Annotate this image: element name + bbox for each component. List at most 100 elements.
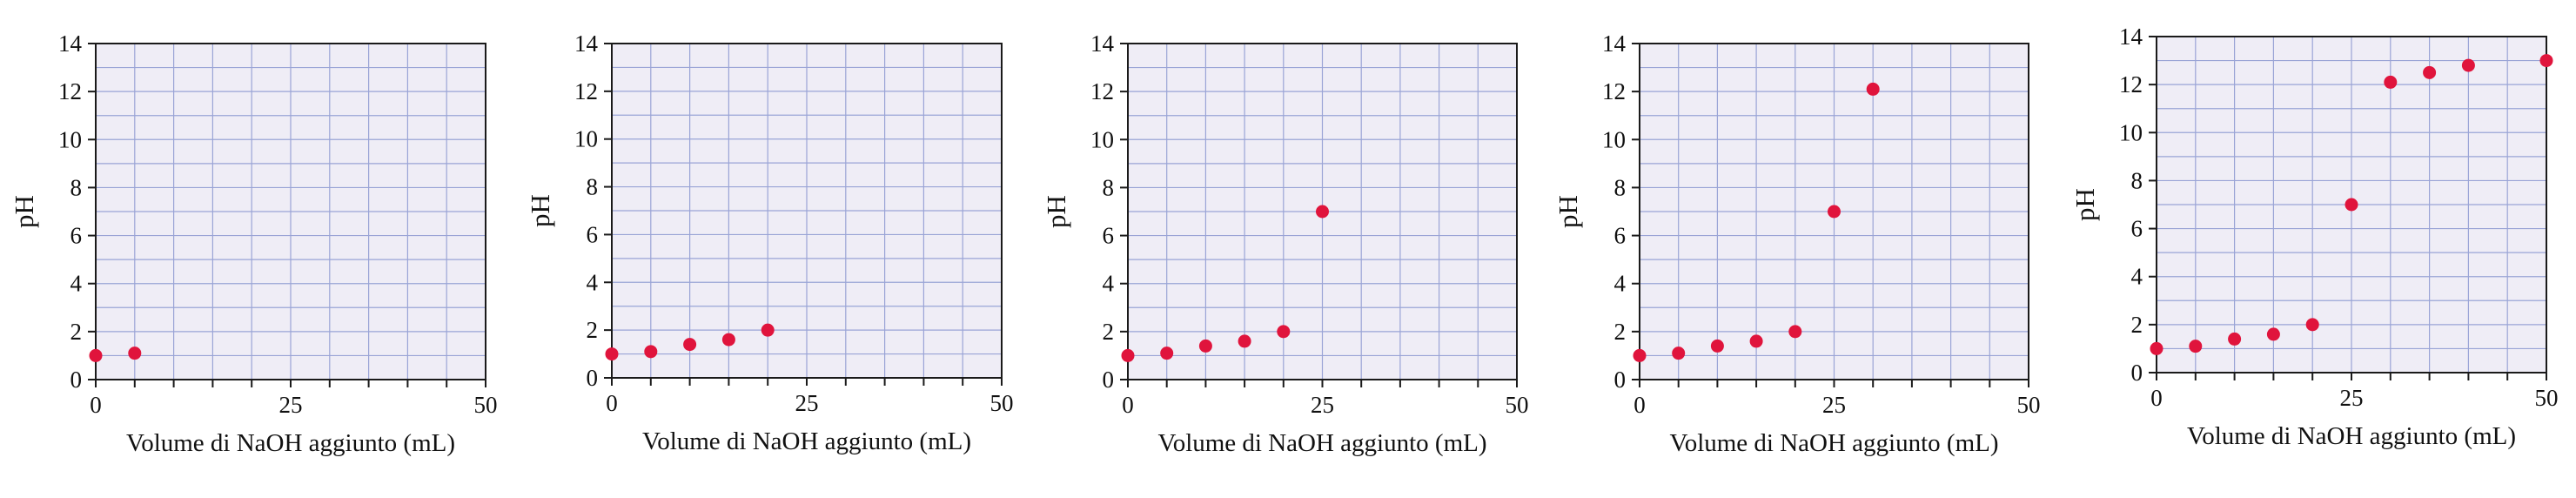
y-tick-label: 4: [1103, 271, 1115, 297]
y-tick-label: 4: [587, 269, 599, 295]
x-axis-label: Volume di NaOH aggiunto (mL): [126, 429, 455, 457]
y-tick-label: 14: [58, 30, 83, 57]
data-point: [1710, 339, 1724, 353]
y-tick-label: 2: [70, 319, 83, 345]
data-point: [2345, 198, 2358, 212]
data-point: [2228, 332, 2242, 346]
y-tick-label: 4: [70, 271, 83, 297]
data-point: [644, 345, 658, 359]
data-point: [2461, 58, 2475, 72]
y-tick-label: 0: [1103, 367, 1115, 393]
data-point: [2189, 340, 2203, 353]
y-tick-label: 14: [1090, 30, 1115, 57]
y-tick-label: 4: [2131, 264, 2143, 290]
data-point: [2423, 65, 2437, 79]
x-tick-label: 25: [279, 392, 303, 418]
chart-panel-3: 0 2 4 6 8 10 12 14 0 25 50 Volume di NaOH aggiunto …: [1041, 30, 1529, 457]
y-tick-label: 10: [58, 126, 82, 152]
y-tick-label: 10: [1602, 126, 1626, 152]
y-tick-label: 12: [574, 78, 598, 104]
x-tick-label: 0: [90, 392, 102, 418]
data-point: [2384, 75, 2398, 89]
data-point: [128, 347, 142, 360]
y-axis-label: pH: [9, 195, 39, 228]
y-tick-label: 12: [58, 78, 82, 104]
y-tick-label: 0: [1614, 367, 1627, 393]
data-point: [1866, 82, 1880, 96]
data-point: [761, 323, 775, 337]
y-tick-label: 2: [1103, 319, 1115, 345]
x-axis-label: Volume di NaOH aggiunto (mL): [642, 427, 971, 455]
data-point: [1828, 205, 1841, 219]
data-point: [1749, 334, 1763, 348]
data-point: [1277, 325, 1291, 339]
y-axis-label: pH: [1553, 195, 1583, 228]
chart-panel-1: 0 2 4 6 8 10 12 14 0 25 50 Volume di NaOH aggiunto …: [9, 30, 498, 457]
y-tick-label: 12: [1090, 78, 1114, 104]
y-tick-label: 12: [1602, 78, 1626, 104]
y-tick-label: 10: [574, 126, 598, 152]
data-point: [605, 347, 619, 361]
y-tick-label: 6: [1614, 223, 1627, 249]
y-tick-label: 6: [70, 223, 83, 249]
data-point: [1672, 347, 1686, 360]
y-tick-label: 2: [587, 317, 599, 343]
y-tick-label: 4: [1614, 271, 1627, 297]
y-tick-label: 12: [2119, 71, 2143, 98]
chart-panel-2: 0 2 4 6 8 10 12 14 0 25 50 Volume di NaOH aggiunto …: [525, 30, 1014, 455]
data-point: [1316, 205, 1329, 219]
chart-panel-5: 0 2 4 6 8 10 12 14 0 25 50 Volume di NaOH aggiunto …: [2070, 24, 2559, 450]
y-tick-label: 8: [2131, 167, 2143, 193]
y-axis-label: pH: [1041, 195, 1071, 228]
x-tick-label: 0: [1633, 392, 1646, 418]
y-axis-label: pH: [525, 194, 555, 227]
y-tick-label: 6: [1103, 223, 1115, 249]
y-axis-label: pH: [2070, 188, 2100, 221]
x-tick-label: 25: [2340, 385, 2364, 411]
y-tick-label: 10: [1090, 126, 1114, 152]
y-tick-label: 8: [1614, 174, 1627, 200]
y-tick-label: 0: [2131, 360, 2143, 386]
data-point: [2150, 341, 2163, 355]
x-axis-label: Volume di NaOH aggiunto (mL): [1669, 429, 1998, 457]
y-tick-label: 6: [2131, 216, 2143, 242]
chart-panel-4: 0 2 4 6 8 10 12 14 0 25 50 Volume di NaOH aggiunto …: [1553, 30, 2041, 457]
x-tick-label: 50: [2017, 392, 2041, 418]
x-tick-label: 50: [1506, 392, 1529, 418]
y-tick-label: 14: [574, 30, 599, 57]
y-tick-label: 0: [587, 365, 599, 391]
y-tick-label: 0: [70, 367, 83, 393]
data-point: [89, 348, 103, 362]
y-tick-label: 6: [587, 221, 599, 247]
data-point: [1198, 339, 1212, 353]
y-tick-label: 8: [1103, 174, 1115, 200]
data-point: [1633, 348, 1647, 362]
data-point: [2539, 54, 2553, 68]
data-point: [2305, 318, 2319, 332]
x-axis-label: Volume di NaOH aggiunto (mL): [1157, 429, 1486, 457]
x-tick-label: 25: [1311, 392, 1334, 418]
y-tick-label: 8: [70, 174, 83, 200]
y-tick-label: 14: [1602, 30, 1627, 57]
y-tick-label: 2: [2131, 312, 2143, 338]
x-tick-label: 50: [990, 390, 1014, 416]
x-tick-label: 0: [2150, 385, 2163, 411]
x-tick-label: 25: [1822, 392, 1846, 418]
data-point: [1160, 347, 1174, 360]
data-point: [1788, 325, 1802, 339]
x-tick-label: 50: [474, 392, 498, 418]
y-tick-label: 10: [2119, 119, 2143, 145]
data-point: [683, 338, 697, 352]
y-tick-label: 14: [2119, 24, 2143, 50]
y-tick-label: 2: [1614, 319, 1627, 345]
y-tick-label: 8: [587, 174, 599, 200]
x-tick-label: 50: [2535, 385, 2559, 411]
data-point: [1121, 348, 1135, 362]
x-axis-label: Volume di NaOH aggiunto (mL): [2187, 422, 2516, 450]
data-point: [721, 333, 735, 347]
data-point: [2266, 327, 2280, 341]
x-tick-label: 25: [795, 390, 819, 416]
data-point: [1238, 334, 1251, 348]
x-tick-label: 0: [1122, 392, 1134, 418]
